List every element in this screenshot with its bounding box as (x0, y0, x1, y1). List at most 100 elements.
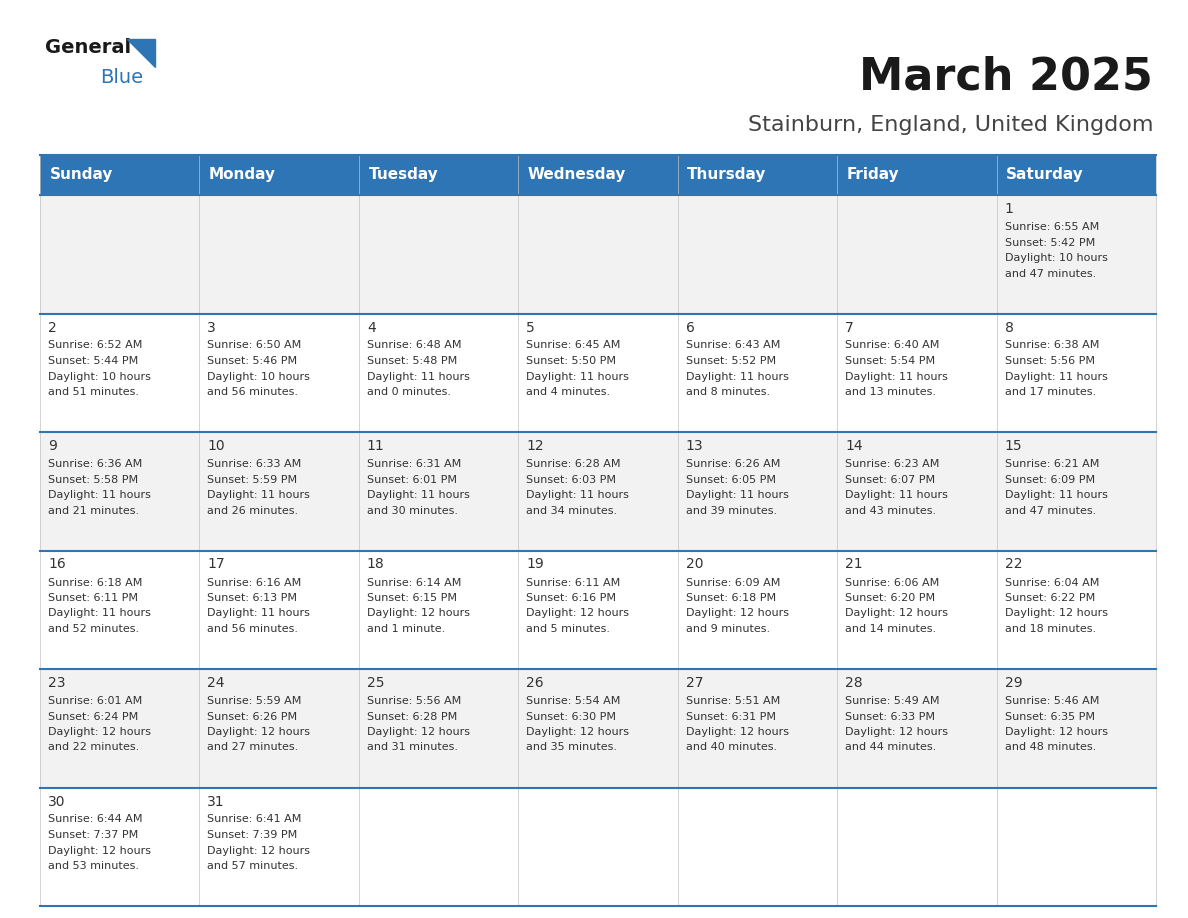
Bar (518, 551, 677, 669)
Text: Daylight: 10 hours: Daylight: 10 hours (1005, 253, 1107, 263)
Text: Sunrise: 6:52 AM: Sunrise: 6:52 AM (48, 341, 143, 351)
Text: Sunset: 6:11 PM: Sunset: 6:11 PM (48, 593, 138, 603)
Text: Thursday: Thursday (688, 167, 766, 183)
Bar (40, 551, 200, 669)
Text: Sunset: 6:07 PM: Sunset: 6:07 PM (845, 475, 935, 485)
Text: and 57 minutes.: and 57 minutes. (208, 861, 298, 871)
Text: Daylight: 11 hours: Daylight: 11 hours (367, 372, 469, 382)
Bar (359, 551, 518, 669)
Text: 16: 16 (48, 557, 65, 572)
Text: and 4 minutes.: and 4 minutes. (526, 387, 611, 397)
Bar (838, 195, 997, 314)
Text: Daylight: 11 hours: Daylight: 11 hours (1005, 490, 1107, 500)
Text: Sunrise: 6:18 AM: Sunrise: 6:18 AM (48, 577, 143, 588)
Text: Sunrise: 5:49 AM: Sunrise: 5:49 AM (845, 696, 940, 706)
Text: and 13 minutes.: and 13 minutes. (845, 387, 936, 397)
Text: Sunset: 5:52 PM: Sunset: 5:52 PM (685, 356, 776, 366)
Bar (200, 551, 359, 669)
Text: and 27 minutes.: and 27 minutes. (208, 743, 298, 753)
Text: Daylight: 12 hours: Daylight: 12 hours (526, 609, 630, 619)
Text: Daylight: 11 hours: Daylight: 11 hours (526, 372, 630, 382)
Text: and 26 minutes.: and 26 minutes. (208, 506, 298, 516)
Bar (838, 314, 997, 432)
Text: Sunrise: 6:14 AM: Sunrise: 6:14 AM (367, 577, 461, 588)
Text: Sunset: 7:39 PM: Sunset: 7:39 PM (208, 830, 298, 840)
Text: Sunrise: 6:21 AM: Sunrise: 6:21 AM (1005, 459, 1099, 469)
Text: and 43 minutes.: and 43 minutes. (845, 506, 936, 516)
Text: Sunset: 6:15 PM: Sunset: 6:15 PM (367, 593, 457, 603)
Text: Sunrise: 6:04 AM: Sunrise: 6:04 AM (1005, 577, 1099, 588)
Text: Blue: Blue (100, 68, 143, 87)
Text: Sunset: 6:13 PM: Sunset: 6:13 PM (208, 593, 297, 603)
Text: General: General (45, 38, 131, 57)
Text: 5: 5 (526, 320, 535, 334)
Text: Daylight: 11 hours: Daylight: 11 hours (526, 490, 630, 500)
Text: 15: 15 (1005, 439, 1022, 453)
Text: Daylight: 12 hours: Daylight: 12 hours (48, 727, 151, 737)
Bar (997, 155, 1156, 195)
Text: 25: 25 (367, 676, 385, 690)
Text: Daylight: 12 hours: Daylight: 12 hours (1005, 609, 1107, 619)
Text: Daylight: 12 hours: Daylight: 12 hours (1005, 727, 1107, 737)
Bar (359, 195, 518, 314)
Text: 4: 4 (367, 320, 375, 334)
Text: 10: 10 (208, 439, 225, 453)
Bar (518, 195, 677, 314)
Text: Sunset: 6:28 PM: Sunset: 6:28 PM (367, 711, 457, 722)
Text: 11: 11 (367, 439, 385, 453)
Text: and 8 minutes.: and 8 minutes. (685, 387, 770, 397)
Bar (677, 669, 838, 788)
Text: Sunset: 5:59 PM: Sunset: 5:59 PM (208, 475, 297, 485)
Text: Sunrise: 6:38 AM: Sunrise: 6:38 AM (1005, 341, 1099, 351)
Text: Sunrise: 5:56 AM: Sunrise: 5:56 AM (367, 696, 461, 706)
Text: and 34 minutes.: and 34 minutes. (526, 506, 618, 516)
Bar (677, 195, 838, 314)
Text: 30: 30 (48, 794, 65, 809)
Bar (838, 788, 997, 906)
Bar (677, 314, 838, 432)
Text: Sunrise: 6:11 AM: Sunrise: 6:11 AM (526, 577, 620, 588)
Bar (359, 669, 518, 788)
Text: Sunset: 6:01 PM: Sunset: 6:01 PM (367, 475, 457, 485)
Bar (838, 432, 997, 551)
Bar (200, 669, 359, 788)
Text: Sunrise: 6:26 AM: Sunrise: 6:26 AM (685, 459, 781, 469)
Text: 29: 29 (1005, 676, 1022, 690)
Text: Sunset: 6:35 PM: Sunset: 6:35 PM (1005, 711, 1094, 722)
Bar (518, 432, 677, 551)
Text: 21: 21 (845, 557, 862, 572)
Text: and 47 minutes.: and 47 minutes. (1005, 268, 1095, 278)
Text: Sunrise: 5:51 AM: Sunrise: 5:51 AM (685, 696, 781, 706)
Bar (359, 314, 518, 432)
Text: and 5 minutes.: and 5 minutes. (526, 624, 611, 634)
Text: Sunrise: 6:09 AM: Sunrise: 6:09 AM (685, 577, 781, 588)
Text: 12: 12 (526, 439, 544, 453)
Text: and 9 minutes.: and 9 minutes. (685, 624, 770, 634)
Text: Sunset: 5:42 PM: Sunset: 5:42 PM (1005, 238, 1095, 248)
Text: and 17 minutes.: and 17 minutes. (1005, 387, 1095, 397)
Bar (359, 788, 518, 906)
Text: Daylight: 11 hours: Daylight: 11 hours (845, 372, 948, 382)
Text: and 56 minutes.: and 56 minutes. (208, 624, 298, 634)
Text: Sunset: 6:20 PM: Sunset: 6:20 PM (845, 593, 935, 603)
Bar (40, 314, 200, 432)
Text: Daylight: 12 hours: Daylight: 12 hours (367, 727, 469, 737)
Text: Sunrise: 6:31 AM: Sunrise: 6:31 AM (367, 459, 461, 469)
Text: and 35 minutes.: and 35 minutes. (526, 743, 618, 753)
Text: Sunrise: 6:23 AM: Sunrise: 6:23 AM (845, 459, 940, 469)
Text: Sunset: 5:58 PM: Sunset: 5:58 PM (48, 475, 138, 485)
Text: Sunrise: 6:44 AM: Sunrise: 6:44 AM (48, 814, 143, 824)
Text: 22: 22 (1005, 557, 1022, 572)
Text: Daylight: 10 hours: Daylight: 10 hours (208, 372, 310, 382)
Text: 7: 7 (845, 320, 854, 334)
Text: 18: 18 (367, 557, 385, 572)
Text: and 40 minutes.: and 40 minutes. (685, 743, 777, 753)
Text: 1: 1 (1005, 202, 1013, 216)
Text: 26: 26 (526, 676, 544, 690)
Text: Daylight: 11 hours: Daylight: 11 hours (367, 490, 469, 500)
Text: Sunrise: 6:40 AM: Sunrise: 6:40 AM (845, 341, 940, 351)
Text: Sunset: 5:46 PM: Sunset: 5:46 PM (208, 356, 297, 366)
Text: Sunset: 6:09 PM: Sunset: 6:09 PM (1005, 475, 1094, 485)
Text: Sunset: 6:03 PM: Sunset: 6:03 PM (526, 475, 617, 485)
Text: Daylight: 11 hours: Daylight: 11 hours (685, 372, 789, 382)
